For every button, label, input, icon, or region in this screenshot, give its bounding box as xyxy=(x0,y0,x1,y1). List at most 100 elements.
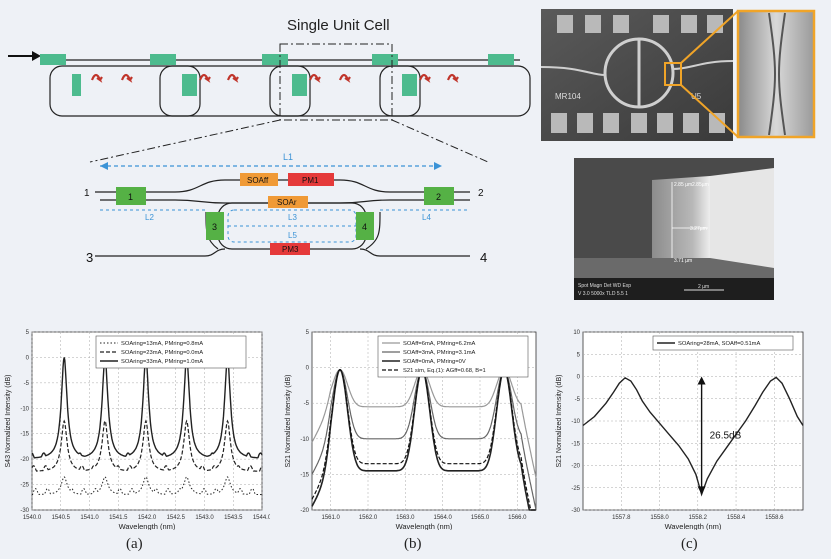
unit-cell-detail: L1 L2 L3 L5 L4 1 2 xyxy=(84,152,487,265)
pm3-block xyxy=(270,243,310,255)
circulation-arrow-icon xyxy=(90,73,103,83)
chart-a-y-tick: -15 xyxy=(20,432,29,438)
chart-b-series-4 xyxy=(311,369,536,511)
ring-4 xyxy=(379,65,531,117)
ring-coupler-1 xyxy=(72,74,81,96)
chart-a-y-tick: -20 xyxy=(20,457,29,463)
port-3: 3 xyxy=(86,250,93,265)
unit-cell-box xyxy=(279,43,393,121)
chip-label-right: U5 xyxy=(691,92,702,101)
circulation-arrow-icon xyxy=(198,73,211,83)
arrow-head-up-icon xyxy=(697,376,706,385)
sem-footer-2: V 3.0 5000x TLD 5.5 1 xyxy=(578,291,628,297)
chart-a-x-tick: 1541.5 xyxy=(109,515,128,521)
legend-entry: SOAring=23mA, PMring=0.0mA xyxy=(121,350,203,356)
chart-a-y-tick: -25 xyxy=(20,483,29,489)
length-label-l4: L4 xyxy=(422,213,431,222)
legend-entry: SOAff=3mA, PMring=3.1mA xyxy=(403,350,476,356)
sem-footer-1: Spot Magn Det WD Exp xyxy=(578,283,631,289)
sem-chip-image: MR104 U5 xyxy=(541,9,816,141)
chart-a-x-tick: 1540.0 xyxy=(23,515,42,521)
chart-b-x-tick: 1563.0 xyxy=(396,515,415,521)
circulation-arrow-icon xyxy=(226,73,239,83)
coupler-3 xyxy=(206,212,224,240)
chart-c-x-label: Wavelength (nm) xyxy=(665,522,722,530)
bus-coupler-3 xyxy=(262,54,288,65)
svg-text:1: 1 xyxy=(128,192,133,202)
circulation-arrow-icon xyxy=(446,73,459,83)
bus-coupler-4 xyxy=(372,54,398,65)
chart-a-y-label: S43 Normalized Intensity (dB) xyxy=(5,375,12,468)
chart-b-y-tick: -10 xyxy=(300,437,309,443)
chart-a-y-tick: -5 xyxy=(24,381,30,387)
circulation-arrow-icon xyxy=(418,73,431,83)
circulation-arrow-icon xyxy=(338,73,351,83)
coupler-4 xyxy=(356,212,374,240)
legend-entry: SOAring=33mA, PMring=1.0mA xyxy=(121,359,203,365)
chart-c-y-tick: -25 xyxy=(571,486,580,492)
zoom-line-right xyxy=(391,119,489,163)
chart-a-x-tick: 1542.0 xyxy=(138,515,157,521)
ring-coupler-2 xyxy=(182,74,191,96)
chart-c-series-1 xyxy=(582,376,804,497)
legend-box xyxy=(377,335,529,378)
chart-b-x-tick: 1564.0 xyxy=(433,515,452,521)
chart-b-y-tick: 5 xyxy=(306,330,310,336)
chart-b-y-tick: -15 xyxy=(300,472,309,478)
chart-b-x-tick: 1565.0 xyxy=(471,515,490,521)
chart-c-y-tick: -30 xyxy=(571,508,580,514)
ring-coupler-6 xyxy=(402,74,411,96)
arrow-head-down-icon xyxy=(697,486,706,495)
chart-a-x-tick: 1540.5 xyxy=(52,515,71,521)
chart-a-y-tick: 5 xyxy=(26,330,30,336)
zoom-line-left xyxy=(89,119,281,163)
svg-text:SOAff: SOAff xyxy=(247,176,269,185)
port-1: 1 xyxy=(84,188,90,199)
svg-text:2: 2 xyxy=(436,192,441,202)
svg-text:3.27µm: 3.27µm xyxy=(690,226,707,232)
circulation-arrow-icon xyxy=(308,73,321,83)
chart-c-x-tick: 1558.0 xyxy=(650,515,669,521)
svg-text:PM1: PM1 xyxy=(302,176,319,185)
chart-c-y-tick: -20 xyxy=(571,464,580,470)
chart-a-x-label: Wavelength (nm) xyxy=(119,522,176,530)
bus-coupler-1 xyxy=(40,54,66,65)
legend-entry: S21 sim, Eq.(1): AGff=0.68, B=1 xyxy=(403,368,486,374)
svg-text:2.85 µm: 2.85 µm xyxy=(674,182,692,188)
chart-a-x-tick: 1542.5 xyxy=(167,515,186,521)
chart-c-x-tick: 1558.2 xyxy=(689,515,708,521)
ring-2 xyxy=(159,65,311,117)
chart-b-x-tick: 1561.0 xyxy=(321,515,340,521)
legend-entry: SOAff=6mA, PMring=6.2mA xyxy=(403,341,476,347)
sem-scale-label: 2 µm xyxy=(698,284,709,290)
chart-c-x-tick: 1558.6 xyxy=(765,515,784,521)
unit-cell-title: Single Unit Cell xyxy=(287,17,390,34)
bus-coupler-5 xyxy=(488,54,514,65)
ring-coupler-4 xyxy=(292,74,301,96)
svg-text:3.71 µm: 3.71 µm xyxy=(674,258,692,264)
panel-label-a: (a) xyxy=(126,536,143,552)
chart-c-x-tick: 1558.4 xyxy=(727,515,746,521)
ring-array-schematic: Single Unit Cell L1 xyxy=(8,17,531,265)
chart-c-y-label: S21 Normalized Intensity (dB) xyxy=(556,375,563,468)
ring-coupler-7 xyxy=(408,74,417,96)
chart-b-x-tick: 1562.0 xyxy=(359,515,378,521)
chart-a: 1540.0 1540.5 1541.0 1541.5 1542.0 1542.5 1543… xyxy=(5,330,270,530)
chart-b-y-label: S21 Normalized Intensity (dB) xyxy=(285,375,292,468)
chart-c-y-tick: -5 xyxy=(575,397,581,403)
chart-a-y-tick: -10 xyxy=(20,406,29,412)
length-label-l2: L2 xyxy=(145,213,154,222)
legend-entry: SOAring=13mA, PMring=0.8mA xyxy=(121,341,203,347)
chart-c-y-tick: -15 xyxy=(571,441,580,447)
legend-box xyxy=(652,335,794,351)
soar-block xyxy=(268,196,308,208)
rings xyxy=(40,54,531,117)
sem-cross-section-image: 2.85 µm 2.85µm 3.27µm 3.71 µm Spot Magn … xyxy=(574,158,774,300)
panel-label-c: (c) xyxy=(681,536,698,552)
chart-b-x-label: Wavelength (nm) xyxy=(396,522,453,530)
ring-coupler-5 xyxy=(298,74,307,96)
chart-c-y-tick: 10 xyxy=(573,330,580,336)
chart-b: 1561.0 1562.0 1563.0 1564.0 1565.0 1566.0 5 0 -5… xyxy=(285,330,537,530)
soaff-block xyxy=(240,173,278,186)
